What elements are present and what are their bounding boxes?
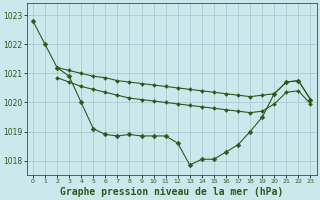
X-axis label: Graphe pression niveau de la mer (hPa): Graphe pression niveau de la mer (hPa) xyxy=(60,186,283,197)
